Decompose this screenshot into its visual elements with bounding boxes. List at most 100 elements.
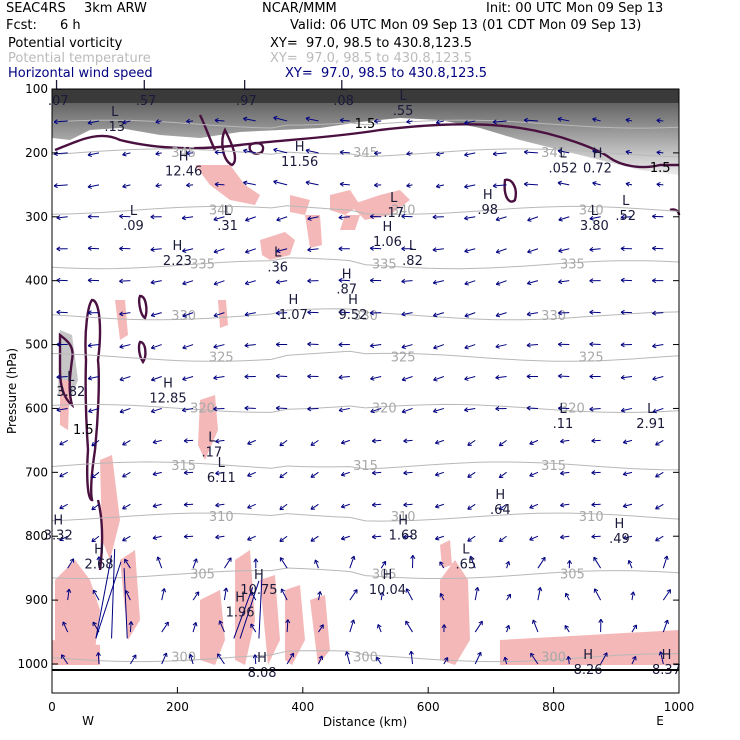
wind-vector bbox=[279, 557, 288, 569]
theta-contour-line bbox=[51, 650, 680, 663]
wind-vector bbox=[150, 214, 162, 220]
extremum-kind: L bbox=[399, 89, 407, 104]
wind-vector bbox=[66, 588, 72, 601]
pv-high-marker: H.49 bbox=[609, 517, 630, 547]
pv-high-marker: H1.68 bbox=[389, 514, 418, 544]
extremum-value: 1.96 bbox=[226, 605, 255, 620]
extremum-value: .08 bbox=[333, 94, 354, 109]
wind-vector bbox=[344, 651, 351, 665]
wind-vector bbox=[129, 654, 137, 665]
wind-vector bbox=[593, 556, 602, 569]
wind-vector bbox=[59, 535, 68, 542]
wind-vector bbox=[223, 587, 229, 601]
extremum-value: 2.91 bbox=[636, 417, 665, 432]
wind-vector bbox=[217, 653, 225, 665]
wind-vector bbox=[182, 376, 194, 382]
header-fcst-label: Fcst: bbox=[6, 18, 37, 33]
wind-vector bbox=[152, 439, 162, 445]
wind-vector bbox=[244, 280, 256, 286]
wind-vector bbox=[182, 312, 194, 318]
wind-vector bbox=[652, 407, 664, 414]
wind-vector bbox=[150, 407, 162, 414]
wind-vector bbox=[401, 311, 413, 317]
wind-vector bbox=[566, 560, 572, 569]
wind-vector bbox=[273, 115, 288, 122]
wind-vector bbox=[495, 312, 507, 318]
wind-vector bbox=[526, 280, 539, 286]
wind-vector bbox=[252, 654, 258, 665]
pv-contour-label: 1.5 bbox=[73, 423, 94, 438]
wind-vector bbox=[128, 621, 134, 633]
wind-vector bbox=[592, 181, 601, 186]
wind-vector bbox=[441, 624, 447, 633]
wind-vector bbox=[310, 471, 319, 478]
wind-vector bbox=[589, 406, 601, 412]
wind-vector bbox=[305, 116, 319, 122]
wind-vector bbox=[91, 535, 100, 543]
wind-vector bbox=[410, 554, 416, 569]
extremum-kind: H bbox=[383, 220, 393, 235]
wind-vector bbox=[279, 503, 288, 511]
header-valid: Valid: 06 UTC Mon 09 Sep 13 (01 CDT Mon … bbox=[290, 18, 642, 33]
wind-vector bbox=[625, 149, 633, 155]
pink-shading-regions bbox=[52, 165, 679, 665]
wind-vector bbox=[307, 406, 319, 412]
extremum-kind: H bbox=[483, 188, 493, 203]
wind-vector bbox=[620, 374, 633, 380]
wind-vector bbox=[150, 246, 162, 252]
x-tick-label: 1000 bbox=[664, 700, 695, 714]
wind-vector bbox=[464, 344, 476, 350]
wind-vector bbox=[371, 534, 382, 540]
wind-vector bbox=[369, 214, 382, 220]
pv-low-marker: L3.82 bbox=[56, 370, 85, 400]
extremum-kind: H bbox=[173, 239, 183, 254]
theta-contour-line bbox=[51, 512, 680, 522]
wind-vector bbox=[474, 620, 483, 633]
wind-vector bbox=[215, 470, 225, 476]
theta-contour-label: 335 bbox=[190, 258, 215, 273]
extremum-kind: H bbox=[583, 648, 593, 663]
wind-vector bbox=[401, 376, 413, 382]
wind-vector bbox=[244, 311, 256, 317]
wind-vector bbox=[213, 216, 225, 222]
theta-contour-label: 325 bbox=[579, 350, 604, 365]
extremum-kind: L bbox=[224, 204, 232, 219]
extremum-value: .55 bbox=[393, 104, 414, 119]
legend-theta-name: Potential temperature bbox=[8, 51, 151, 66]
theta-contour-label: 305 bbox=[560, 568, 585, 583]
wind-vector bbox=[182, 280, 194, 286]
pv-high-marker: H.64 bbox=[490, 488, 511, 518]
extremum-kind: L bbox=[462, 542, 470, 557]
wind-vector bbox=[620, 342, 632, 348]
wind-vector bbox=[620, 214, 633, 220]
wind-vector bbox=[380, 560, 387, 569]
theta-contour-label: 335 bbox=[560, 258, 585, 273]
wind-vector bbox=[403, 502, 413, 508]
wind-vector bbox=[469, 555, 476, 569]
wind-vector bbox=[379, 591, 385, 601]
theta-contour-label: 320 bbox=[560, 401, 585, 416]
extremum-kind: L bbox=[130, 204, 138, 219]
wind-vector bbox=[161, 652, 168, 665]
wind-vector bbox=[434, 439, 445, 445]
wind-vector bbox=[87, 214, 100, 220]
legend-wind-xy: XY= 97.0, 98.5 to 430.8,123.5 bbox=[285, 66, 488, 81]
theta-contour-line bbox=[51, 461, 680, 471]
wind-vector bbox=[464, 215, 476, 221]
wind-vector bbox=[401, 213, 413, 219]
pv-high-marker: H1.96 bbox=[226, 590, 255, 620]
extremum-kind: H bbox=[662, 648, 672, 663]
wind-vector bbox=[150, 344, 162, 350]
wind-vector bbox=[244, 342, 256, 348]
wind-vector bbox=[188, 653, 194, 665]
wind-vector bbox=[655, 535, 664, 542]
wind-vector bbox=[275, 341, 288, 347]
wind-vector bbox=[498, 471, 507, 479]
pv-high-marker: H3.32 bbox=[44, 514, 73, 544]
wind-vector bbox=[526, 405, 538, 411]
wind-vector bbox=[495, 374, 507, 380]
wind-vector bbox=[87, 120, 100, 126]
wind-vector bbox=[656, 118, 664, 124]
wind-vector-strong bbox=[239, 580, 260, 639]
wind-vector bbox=[150, 279, 162, 285]
